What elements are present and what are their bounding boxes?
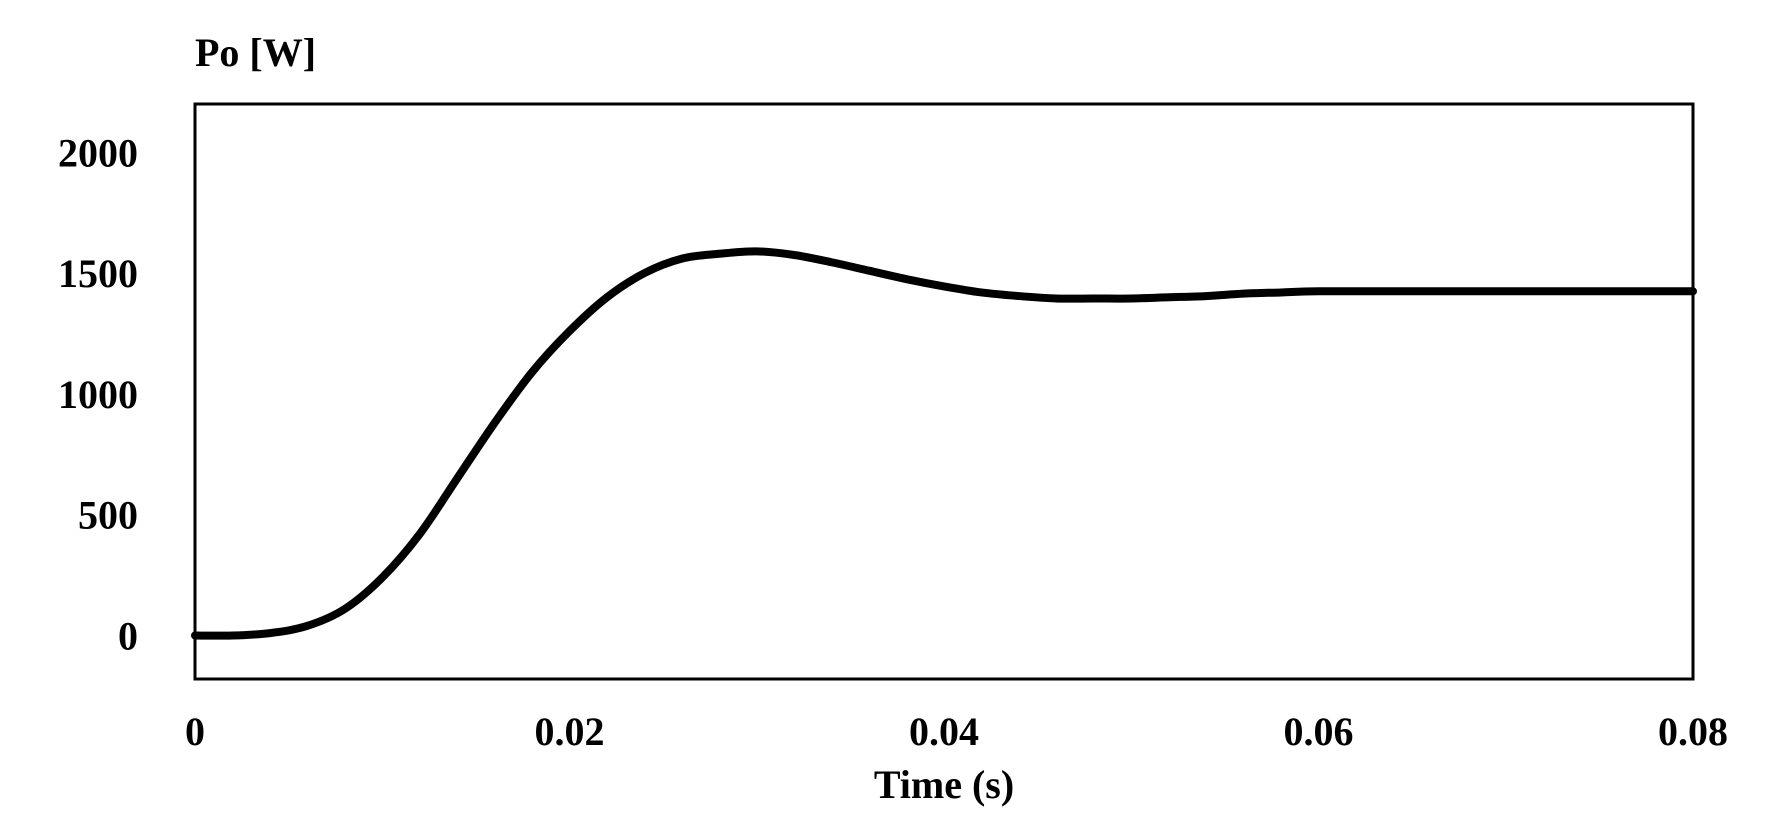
y-axis-ticks: 0 500 1000 1500 2000 bbox=[58, 130, 138, 658]
y-axis-title: Po [W] bbox=[195, 30, 316, 75]
x-axis-title: Time (s) bbox=[874, 762, 1014, 807]
x-tick-label: 0.02 bbox=[535, 709, 605, 754]
x-tick-label: 0.06 bbox=[1284, 709, 1354, 754]
y-tick-label: 1000 bbox=[58, 372, 138, 417]
x-tick-label: 0 bbox=[185, 709, 205, 754]
x-tick-label: 0.08 bbox=[1658, 709, 1728, 754]
y-tick-label: 0 bbox=[118, 614, 138, 659]
y-tick-label: 500 bbox=[78, 493, 138, 538]
plot-frame bbox=[193, 102, 1695, 681]
power-output-line bbox=[191, 247, 1697, 640]
y-tick-label: 1500 bbox=[58, 251, 138, 296]
x-tick-label: 0.04 bbox=[909, 709, 979, 754]
y-tick-label: 2000 bbox=[58, 130, 138, 175]
x-axis-ticks: 0 0.02 0.04 0.06 0.08 bbox=[185, 709, 1728, 754]
